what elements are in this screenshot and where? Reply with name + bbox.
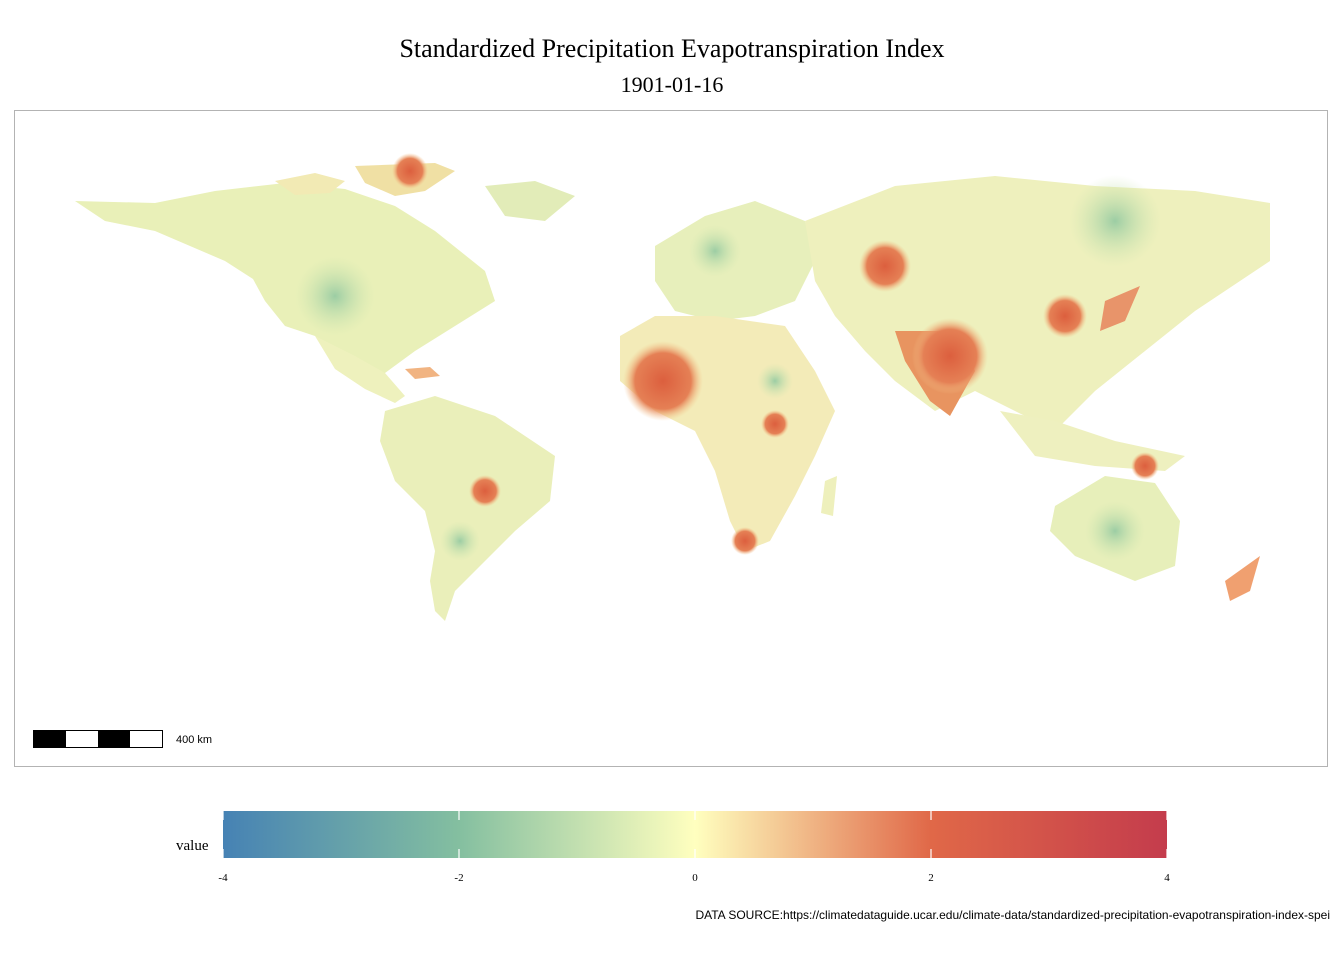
world-map	[75, 153, 1270, 621]
south-africa-dry-anomaly	[731, 527, 759, 555]
legend-title: value	[176, 838, 209, 854]
legend-tick-label: 0	[692, 872, 698, 884]
madagascar	[821, 476, 837, 516]
south-america-wet-anomaly	[440, 521, 480, 561]
east-africa-dry-anomaly	[761, 410, 789, 438]
legend-tick-label: 2	[928, 872, 934, 884]
map-subtitle: 1901-01-16	[620, 72, 724, 97]
legend-tick-label: -4	[218, 872, 228, 884]
sahara-wet-anomaly	[757, 363, 793, 399]
south-asia-dry-anomaly	[912, 318, 988, 394]
south-america	[380, 396, 555, 621]
data-source-caption: DATA SOURCE:https://climatedataguide.uca…	[695, 908, 1330, 922]
asia	[805, 176, 1270, 431]
greenland-dry-anomaly	[392, 153, 428, 189]
new-zealand	[1225, 556, 1260, 601]
scale-bar-label: 400 km	[176, 734, 213, 746]
europe-wet-anomaly	[689, 225, 741, 277]
legend-colorbar	[223, 811, 1167, 858]
scandinavia-iceland	[485, 181, 575, 221]
siberia-wet-anomaly	[1069, 175, 1161, 267]
east-china-dry-anomaly	[1043, 294, 1087, 338]
map-title: Standardized Precipitation Evapotranspir…	[399, 34, 945, 63]
arctic-islands	[275, 173, 345, 195]
central-america	[315, 336, 405, 403]
sahel-dry-anomaly	[623, 341, 703, 421]
japan	[1100, 286, 1140, 331]
north-america	[75, 183, 495, 386]
scale-bar	[33, 730, 163, 748]
brazil-dry-anomaly	[469, 475, 501, 507]
legend-tick-label: -2	[454, 872, 464, 884]
new-guinea-dry-anomaly	[1131, 452, 1159, 480]
central-asia-dry-anomaly	[859, 240, 911, 292]
map-panel[interactable]: 400 km	[14, 110, 1328, 767]
australia-wet-anomaly	[1085, 501, 1145, 561]
caribbean	[405, 367, 440, 379]
legend-tick-label: 4	[1164, 872, 1170, 884]
north-america-wet-anomaly	[295, 256, 375, 336]
